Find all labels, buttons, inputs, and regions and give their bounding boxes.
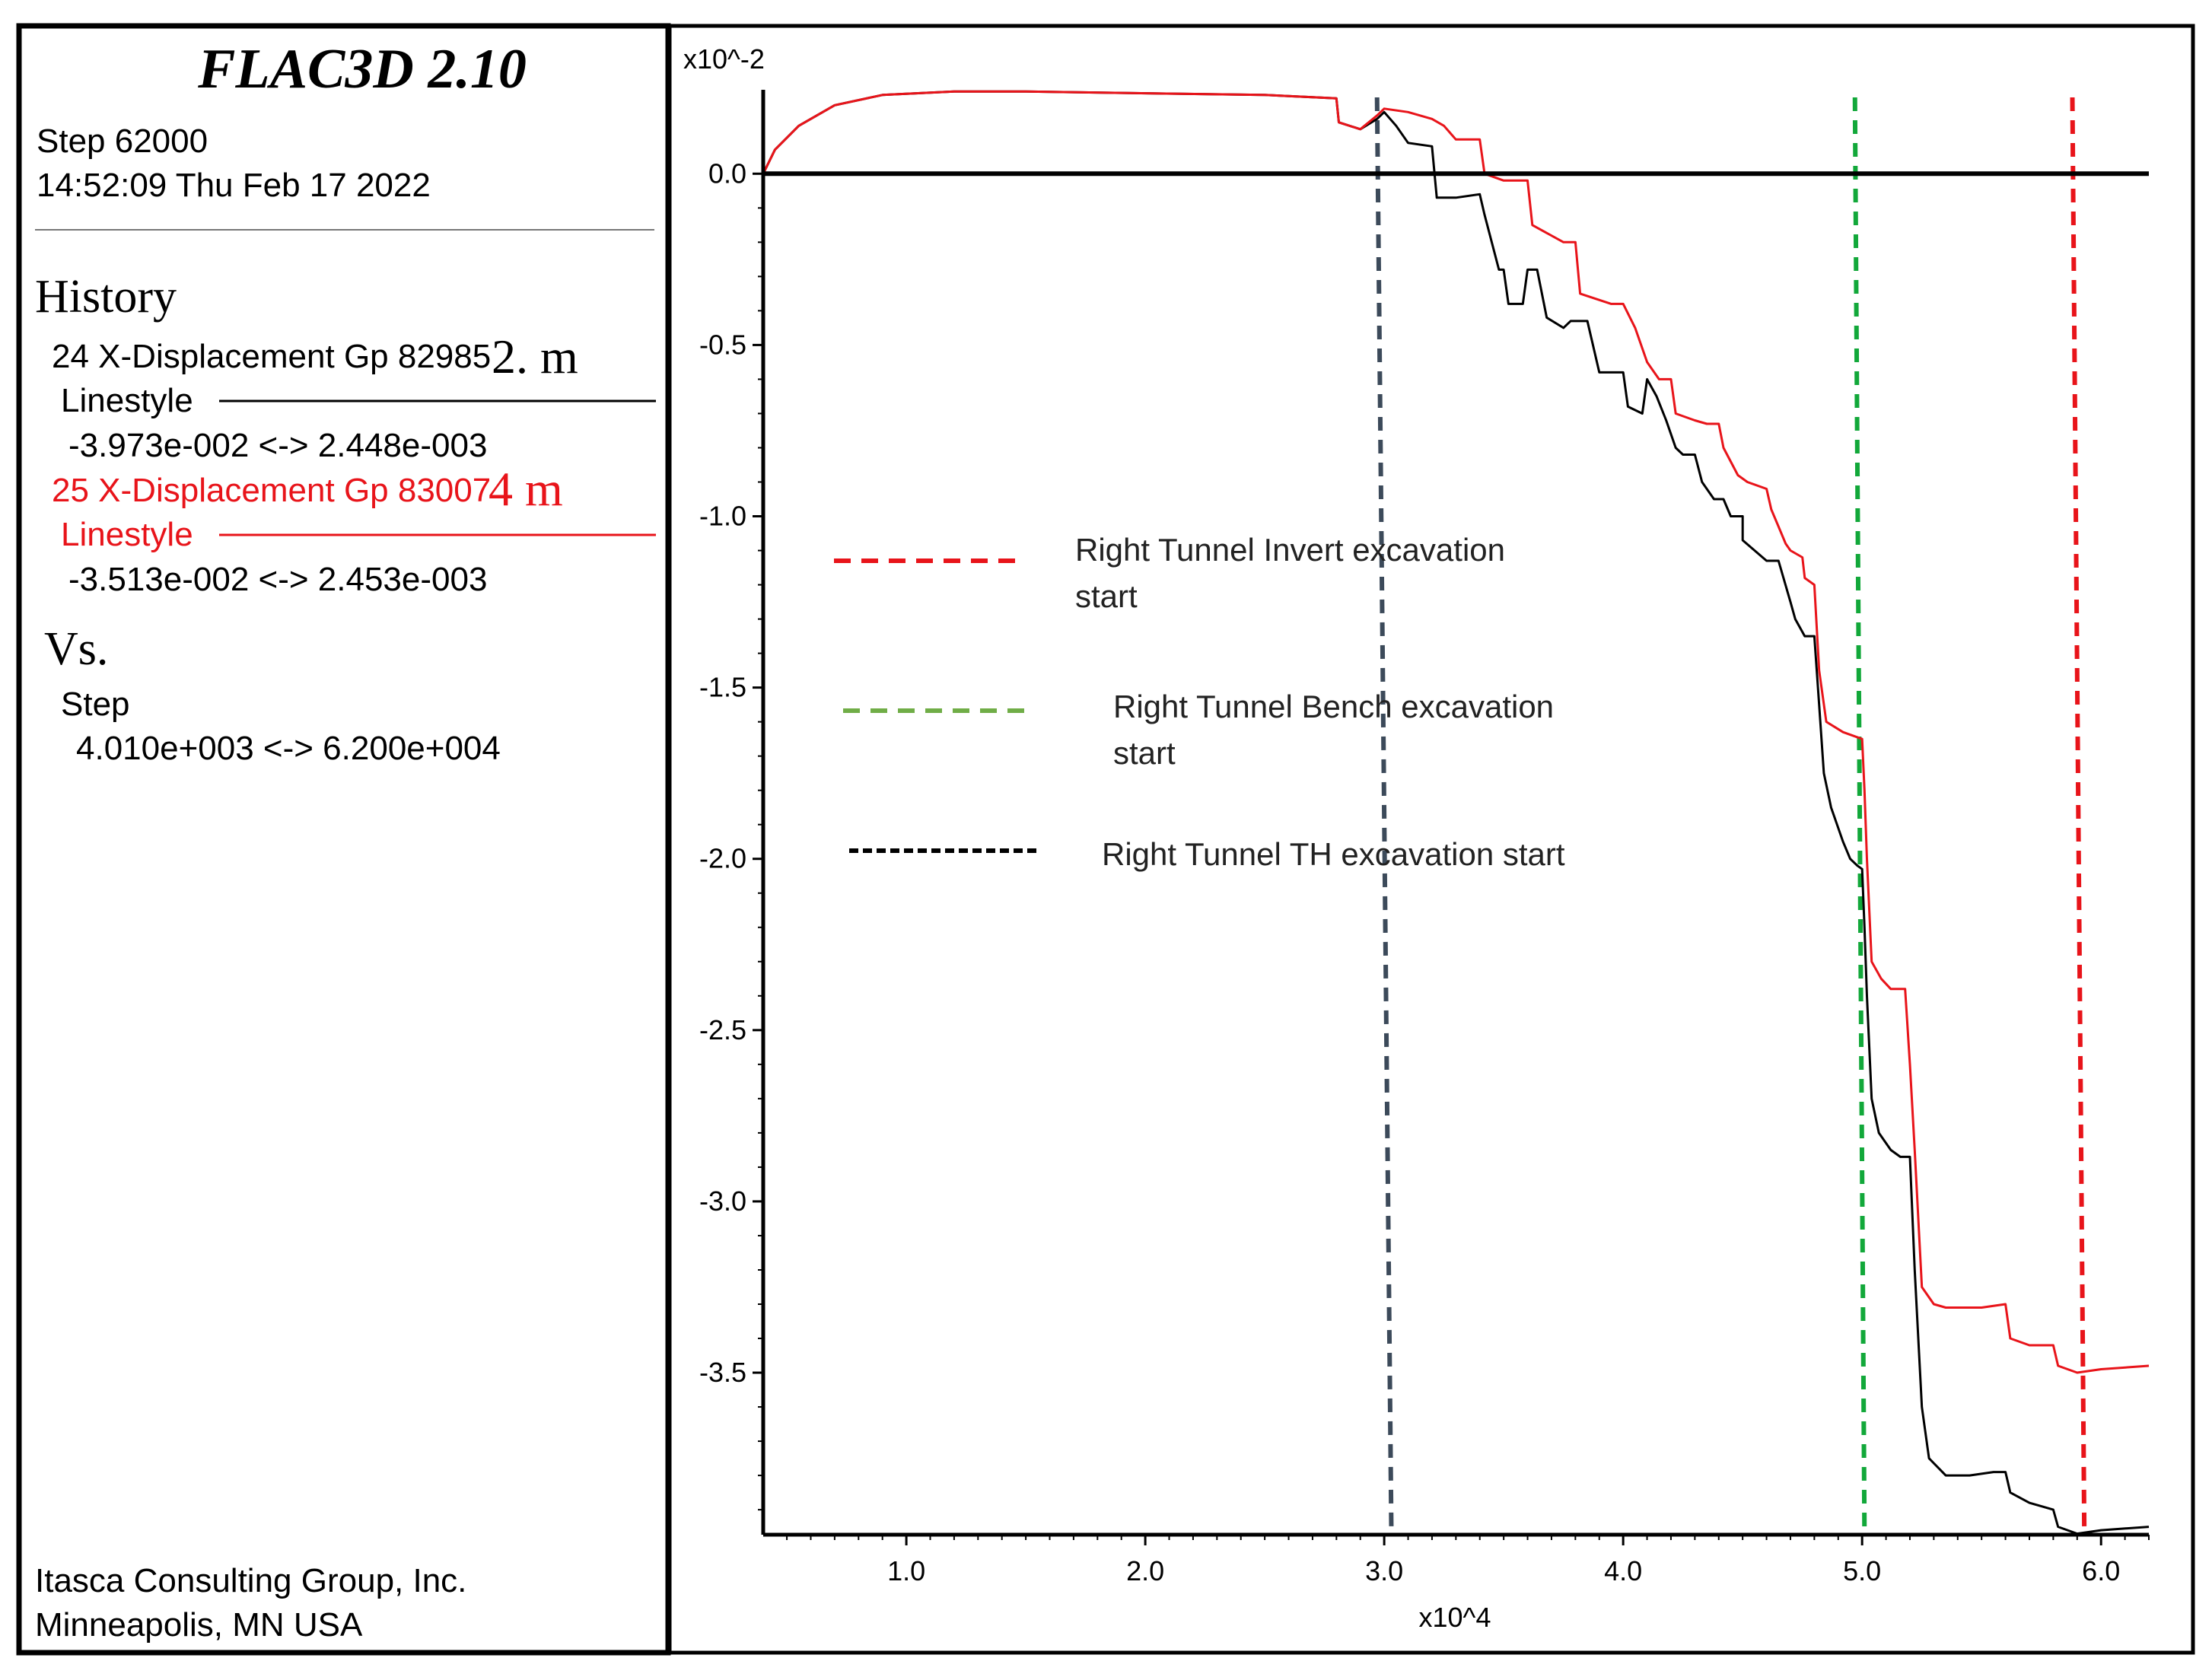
history-heading: History	[35, 271, 177, 323]
history-item-1-annotation: 2. m	[492, 329, 578, 383]
y-tick-label: -0.5	[699, 329, 746, 360]
event-marker-line	[1852, 97, 1867, 1535]
event-markers	[1374, 97, 2087, 1535]
app-title: FLAC3D 2.10	[197, 38, 527, 100]
history-item-2-linestyle: Linestyle	[61, 516, 193, 553]
y-tick-label: -1.5	[699, 672, 746, 703]
plot-panel: x10^-2 x10^4 0.0 -0.5 -1.0 -1.5 -2.0 -2.5 -3.0…	[667, 24, 2195, 1655]
vs-variable: Step	[61, 686, 130, 723]
y-tick-label: 0.0	[708, 158, 746, 189]
legend-label: Right Tunnel TH excavation start	[1102, 836, 1565, 872]
x-tick-label: 4.0	[1604, 1555, 1642, 1586]
history-item-2-annotation: 4 m	[489, 462, 563, 516]
legend-label: Right Tunnel Bench excavation	[1113, 689, 1554, 724]
y-tick-label: -3.0	[699, 1185, 746, 1217]
y-axis-multiplier: x10^-2	[683, 43, 765, 75]
x-tick-label: 5.0	[1843, 1555, 1881, 1586]
datetime-line: 14:52:09 Thu Feb 17 2022	[37, 167, 431, 204]
history-item-1-label: 24 X-Displacement Gp 82985	[52, 338, 491, 375]
history-item-1-linestyle: Linestyle	[61, 382, 193, 419]
footer-company: Itasca Consulting Group, Inc.	[35, 1562, 466, 1599]
event-marker-line	[2070, 97, 2087, 1535]
vs-range: 4.010e+003 <-> 6.200e+004	[76, 730, 501, 767]
series-gp-82985-line	[762, 90, 2150, 1535]
legend-label: start	[1075, 578, 1138, 614]
history-item-2-range: -3.513e-002 <-> 2.453e-003	[68, 561, 487, 598]
x-axis-multiplier: x10^4	[1419, 1602, 1491, 1633]
data-series	[762, 90, 2150, 1535]
history-item-1-range: -3.973e-002 <-> 2.448e-003	[68, 427, 487, 464]
y-tick-label: -1.0	[699, 501, 746, 532]
info-panel: FLAC3D 2.10 Step 62000 14:52:09 Thu Feb …	[16, 23, 671, 1656]
legend-label: start	[1113, 735, 1176, 771]
series-gp-83007-line	[762, 90, 2150, 1374]
x-tick-label: 2.0	[1126, 1555, 1164, 1586]
plot-panel-border	[667, 24, 2195, 1655]
history-item-2-label: 25 X-Displacement Gp 83007	[52, 472, 491, 509]
x-tick-label: 3.0	[1365, 1555, 1403, 1586]
event-marker-line	[1374, 97, 1394, 1535]
legend: Right Tunnel Invert excavation start Right…	[834, 532, 1565, 872]
y-tick-label: -2.0	[699, 843, 746, 874]
y-tick-label: -2.5	[699, 1014, 746, 1045]
y-tick-label: -3.5	[699, 1357, 746, 1388]
vs-label: Vs.	[44, 623, 108, 675]
step-line: Step 62000	[37, 123, 208, 160]
x-tick-label: 6.0	[2082, 1555, 2120, 1586]
footer-location: Minneapolis, MN USA	[35, 1606, 363, 1644]
x-tick-label: 1.0	[887, 1555, 925, 1586]
legend-label: Right Tunnel Invert excavation	[1075, 532, 1505, 568]
